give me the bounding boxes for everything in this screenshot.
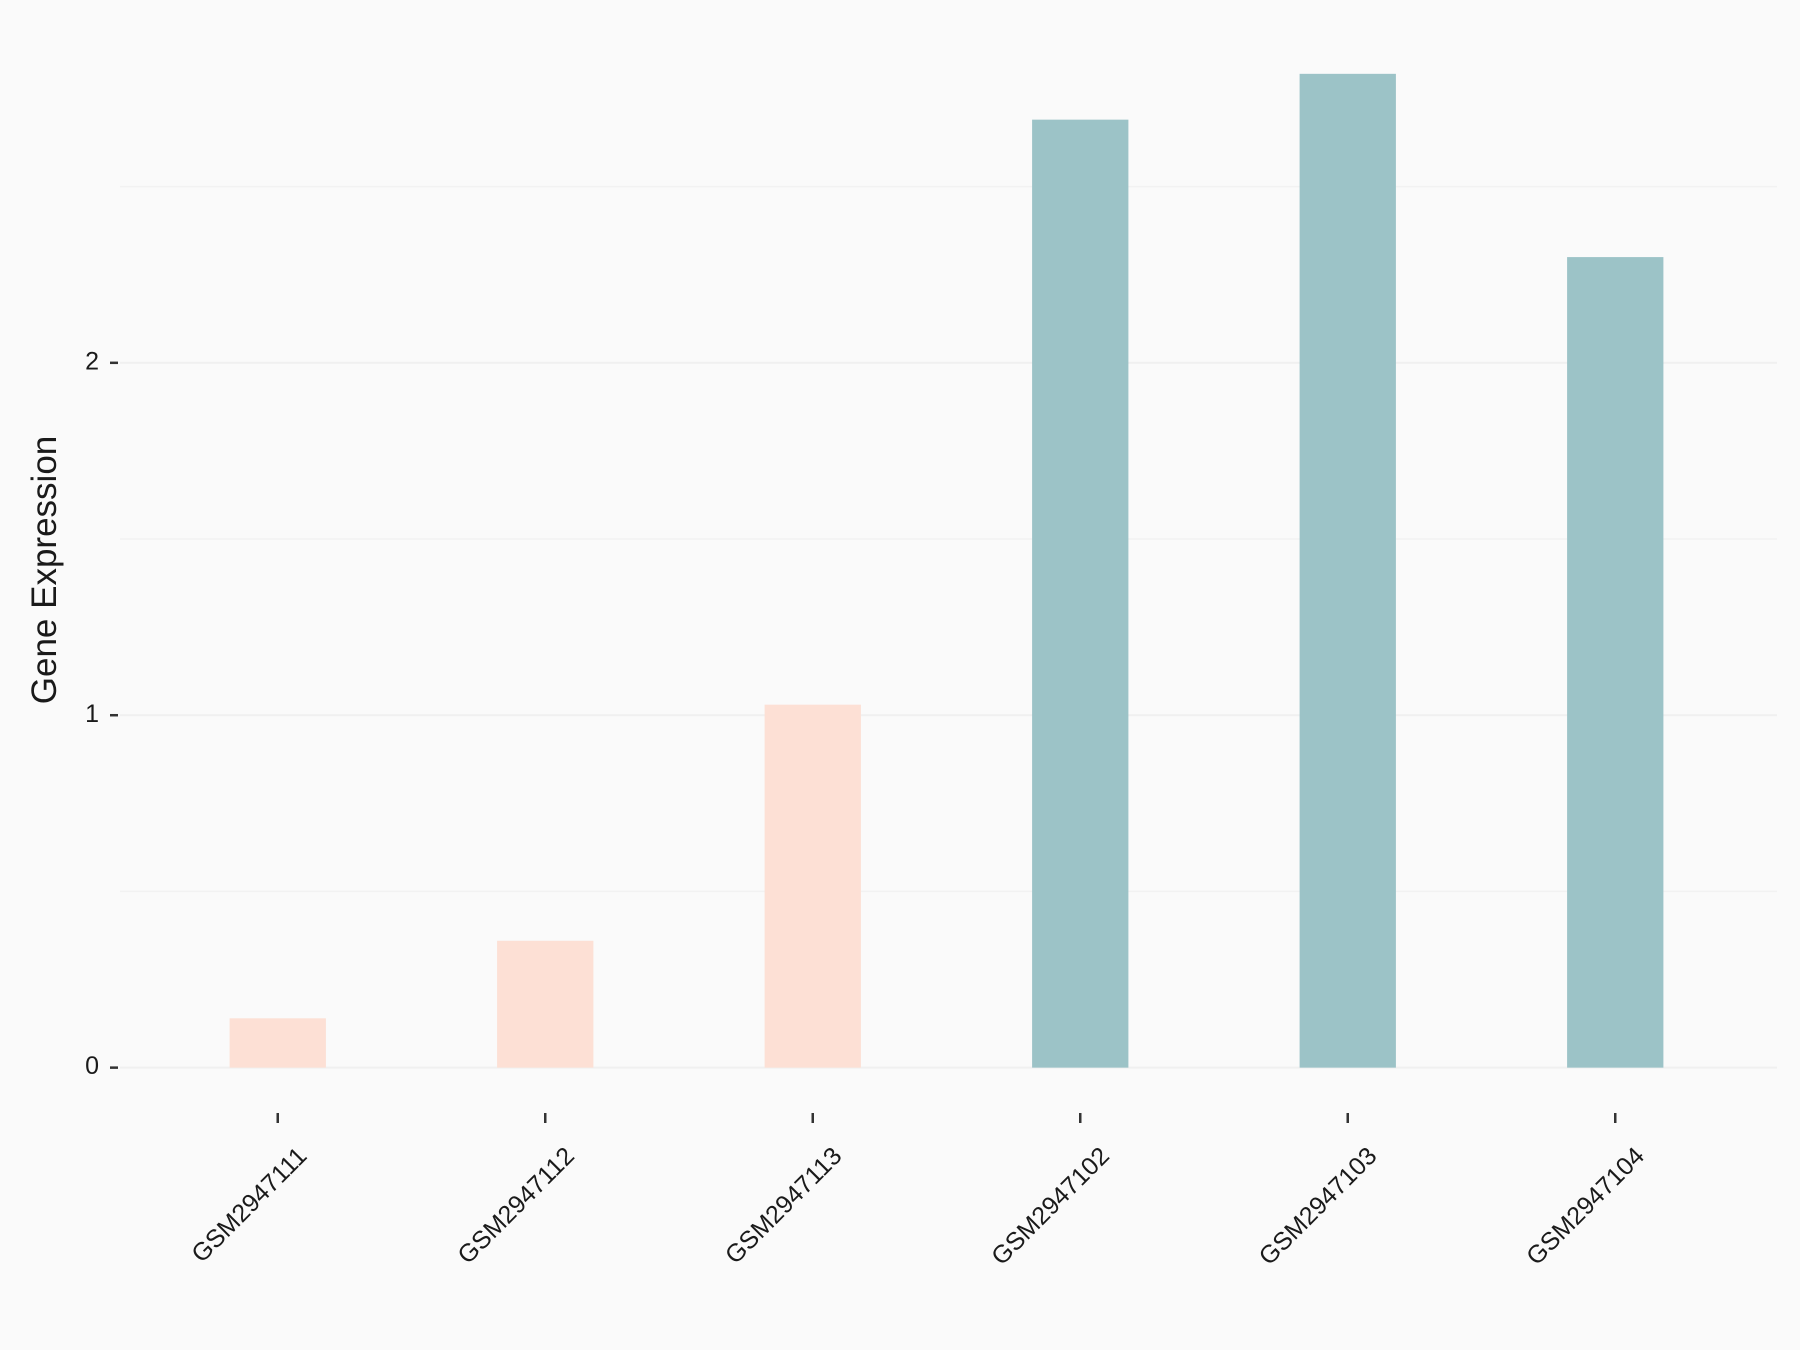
bar: [229, 1018, 326, 1068]
bar: [1299, 73, 1396, 1068]
bar: [497, 940, 594, 1068]
y-axis-title: Gene Expression: [25, 436, 64, 704]
y-tick-label: 0: [85, 1052, 99, 1080]
y-tick-label: 1: [85, 700, 99, 728]
bar: [1032, 119, 1129, 1068]
bar: [764, 704, 861, 1068]
y-tick-label: 2: [85, 347, 99, 375]
bar: [1567, 257, 1664, 1068]
